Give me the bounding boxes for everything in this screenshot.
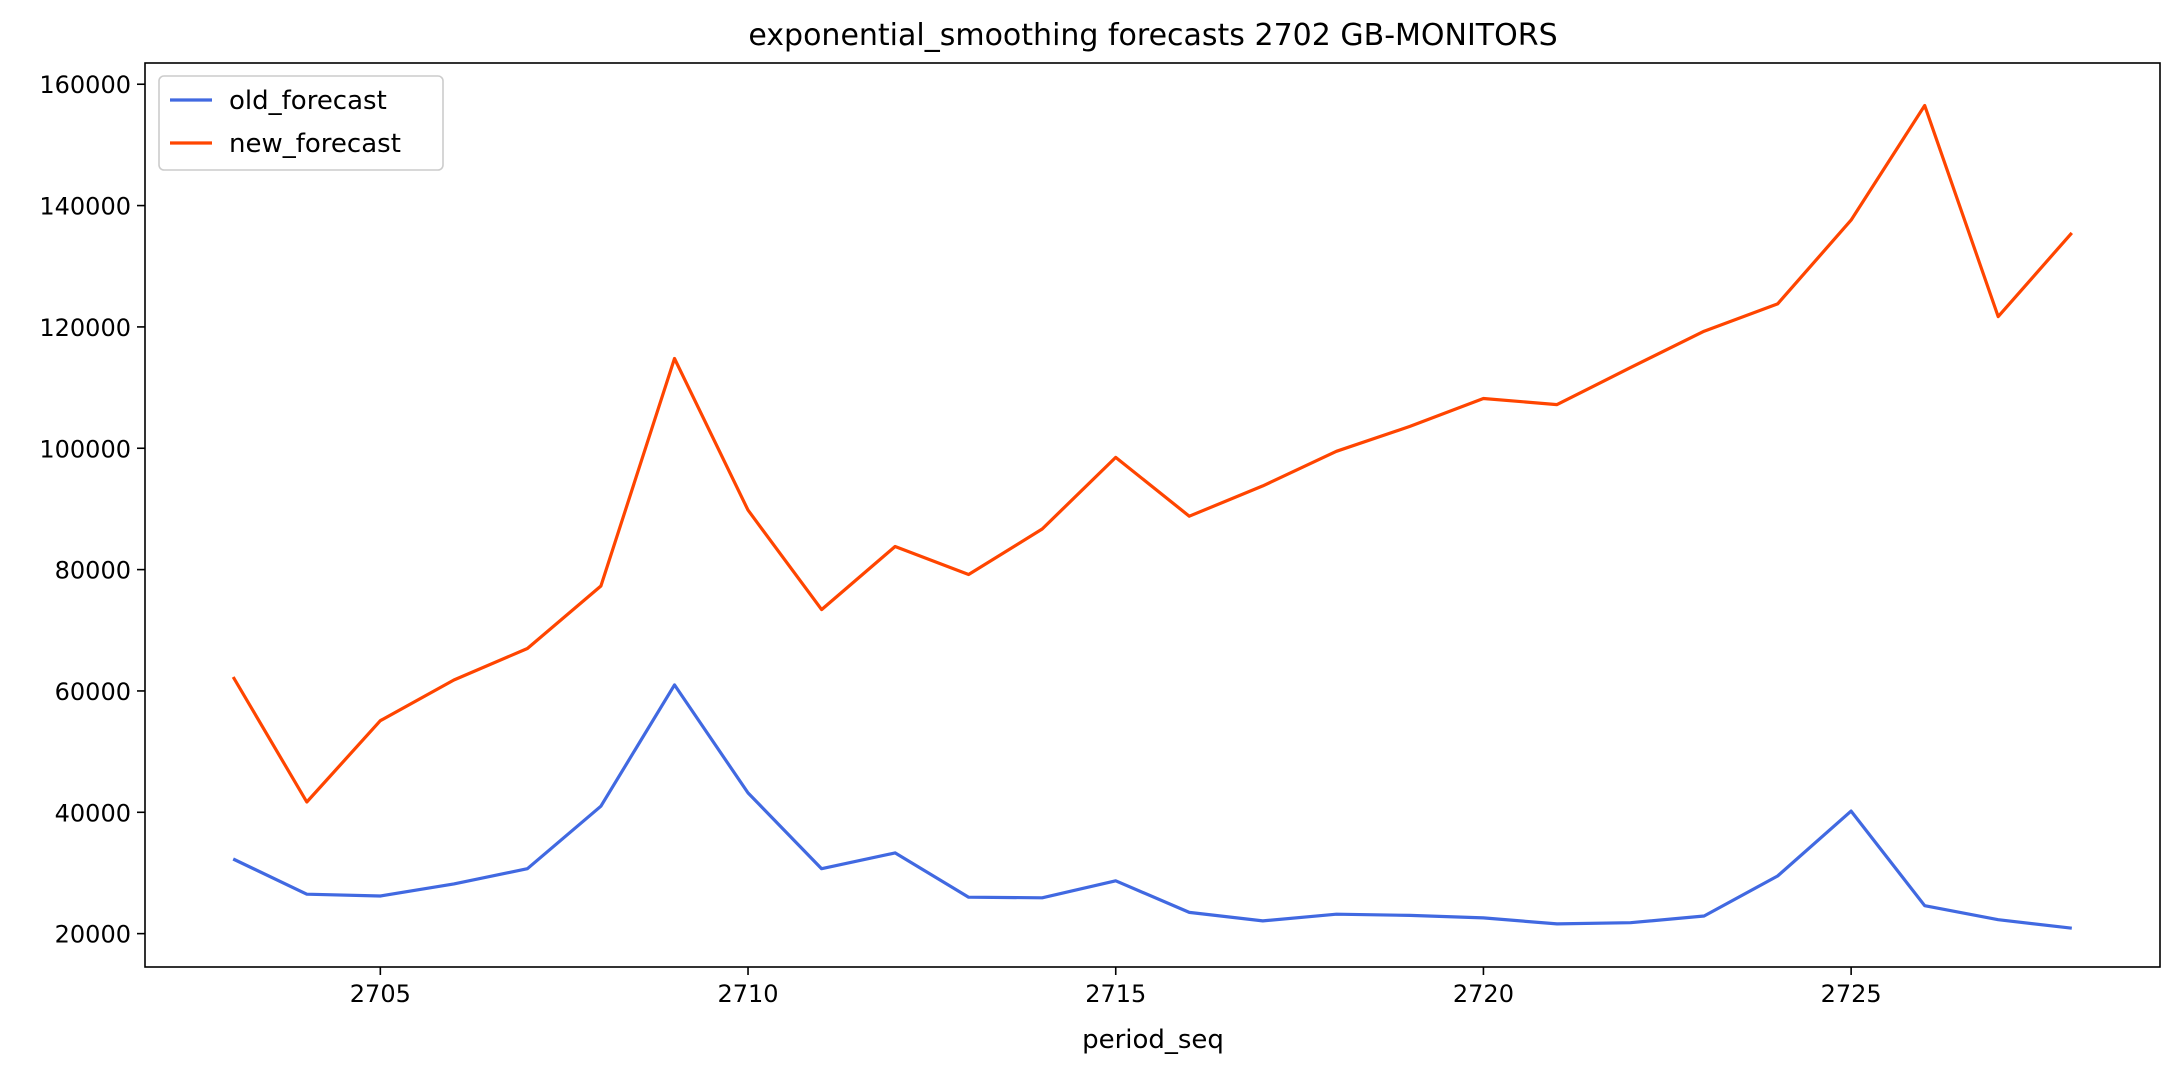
y-tick-label: 60000: [55, 678, 131, 706]
series-line-old-forecast: [232, 683, 2072, 930]
series-line-new-forecast: [231, 103, 2074, 804]
y-axis: 20000 40000 60000 80000 100000 120000 140000 16…: [39, 71, 145, 949]
x-tick-label: 2725: [1821, 980, 1882, 1008]
x-tick-label: 2720: [1453, 980, 1514, 1008]
x-tick-label: 2705: [350, 980, 411, 1008]
y-tick-label: 20000: [55, 921, 131, 949]
legend-label-new-forecast: new_forecast: [229, 129, 401, 159]
y-tick-label: 140000: [39, 193, 131, 221]
plot-lines: [231, 103, 2074, 930]
y-tick-label: 80000: [55, 557, 131, 585]
y-tick-label: 40000: [55, 799, 131, 827]
legend-label-old-forecast: old_forecast: [229, 86, 387, 116]
y-tick-label: 100000: [39, 435, 131, 463]
chart-title: exponential_smoothing forecasts 2702 GB-…: [748, 18, 1557, 53]
x-tick-label: 2715: [1085, 980, 1146, 1008]
plot-frame: [144, 62, 2161, 968]
x-tick-label: 2710: [717, 980, 778, 1008]
x-axis-label: period_seq: [1082, 1025, 1224, 1055]
y-tick-label: 120000: [39, 314, 131, 342]
legend: old_forecast new_forecast: [158, 75, 444, 171]
legend-box: [158, 75, 444, 171]
y-tick-label: 160000: [39, 71, 131, 99]
x-axis: 2705 2710 2715 2720 2725: [350, 967, 1882, 1008]
